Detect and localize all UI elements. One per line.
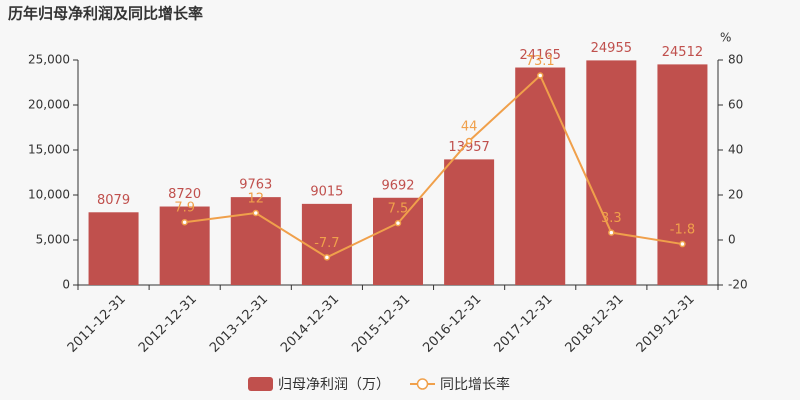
- bar-value-label: 8079: [97, 193, 130, 208]
- line-point: [394, 219, 402, 227]
- y2-tick-label: 60: [728, 98, 743, 112]
- bar: [515, 67, 566, 285]
- line-value-label: 73.1: [526, 54, 555, 69]
- line-value-label: 12: [248, 192, 265, 207]
- bar-value-label: 9692: [381, 178, 414, 193]
- bar-value-label: 13957: [448, 140, 489, 155]
- line-value-label: 7.9: [174, 201, 195, 216]
- bar: [444, 159, 495, 285]
- line-value-label: 44: [461, 120, 478, 135]
- bar: [373, 197, 423, 285]
- y-tick-label: 5,000: [36, 233, 70, 247]
- line-value-label: 3.3: [601, 211, 622, 226]
- y-tick-label: 0: [62, 278, 70, 292]
- line-value-label: 7.5: [388, 202, 409, 217]
- bar: [586, 60, 637, 285]
- bar: [159, 206, 210, 285]
- y-tick-label: 25,000: [28, 53, 70, 67]
- legend-swatch: [248, 377, 273, 391]
- line-point: [181, 218, 188, 226]
- bar: [88, 212, 139, 285]
- y2-tick-label: 80: [728, 53, 743, 67]
- legend-swatch: [416, 378, 429, 390]
- line: [184, 73, 683, 259]
- bar-value-label: 8720: [168, 187, 201, 202]
- y2-axis-label: %: [720, 31, 731, 45]
- legend-label: 同比增长率: [440, 376, 510, 393]
- legend-label: 归母净利润（万）: [278, 376, 390, 393]
- chart-title: 历年归母净利润及同比增长率: [8, 5, 203, 23]
- bar-value-label: 9015: [310, 184, 343, 199]
- y-tick-label: 20,000: [28, 98, 70, 112]
- line-point: [323, 254, 331, 261]
- line-point: [465, 137, 473, 145]
- y2-tick-label: 0: [728, 233, 736, 247]
- line-point: [679, 240, 686, 248]
- y2-tick-label: 20: [728, 188, 743, 202]
- line-point: [536, 72, 544, 79]
- y-tick-label: 10,000: [28, 188, 70, 202]
- bar: [657, 64, 708, 285]
- line-value-label: -1.8: [670, 223, 695, 238]
- bar-value-label: 24165: [520, 48, 561, 63]
- bar-value-label: 24955: [591, 41, 632, 56]
- bar-value-label: 9763: [239, 178, 272, 193]
- y2-tick-label: 40: [728, 143, 743, 157]
- bar: [301, 203, 352, 285]
- line-value-label: -7.7: [314, 236, 339, 251]
- line-point: [608, 229, 615, 236]
- bar-value-label: 24512: [662, 45, 703, 60]
- line-point: [252, 209, 260, 217]
- y2-tick-label: -20: [728, 278, 748, 292]
- y-tick-label: 15,000: [28, 143, 70, 157]
